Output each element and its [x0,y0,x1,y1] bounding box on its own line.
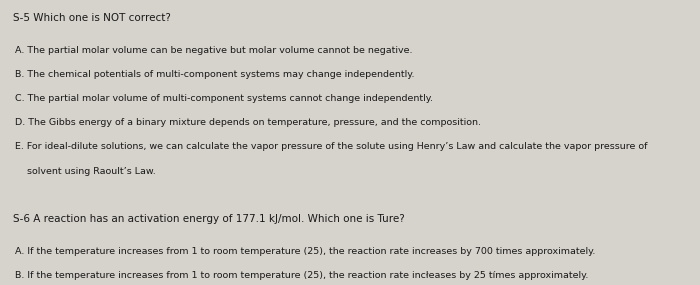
Text: A. The partial molar volume can be negative but molar volume cannot be negative.: A. The partial molar volume can be negat… [15,46,413,55]
Text: C. The partial molar volume of multi-component systems cannot change independent: C. The partial molar volume of multi-com… [15,94,433,103]
Text: solvent using Raoult’s Law.: solvent using Raoult’s Law. [15,167,156,176]
Text: A. If the temperature increases from 1 to room temperature (25), the reaction ra: A. If the temperature increases from 1 t… [15,247,596,256]
Text: S-5 Which one is NOT correct?: S-5 Which one is NOT correct? [13,13,171,23]
Text: D. The Gibbs energy of a binary mixture depends on temperature, pressure, and th: D. The Gibbs energy of a binary mixture … [15,118,482,127]
Text: S-6 A reaction has an activation energy of 177.1 kJ/mol. Which one is Ture?: S-6 A reaction has an activation energy … [13,214,405,224]
Text: B. The chemical potentials of multi-component systems may change independently.: B. The chemical potentials of multi-comp… [15,70,415,79]
Text: B. If the temperature increases from 1 to room temperature (25), the reaction ra: B. If the temperature increases from 1 t… [15,271,589,280]
Text: E. For ideal-dilute solutions, we can calculate the vapor pressure of the solute: E. For ideal-dilute solutions, we can ca… [15,142,648,152]
